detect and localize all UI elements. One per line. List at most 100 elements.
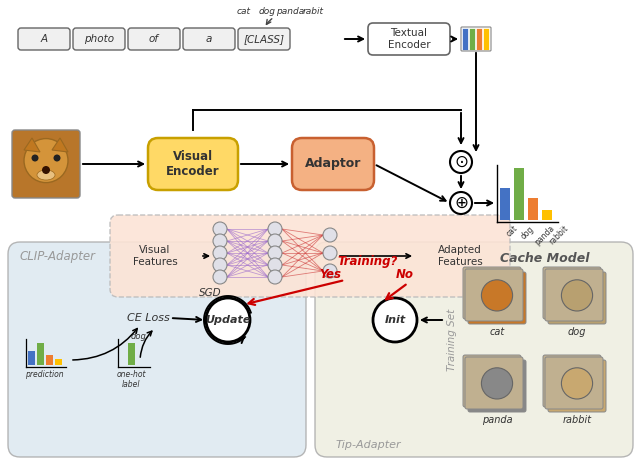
Bar	[528, 198, 538, 220]
Text: [CLASS]: [CLASS]	[243, 34, 285, 44]
FancyBboxPatch shape	[12, 130, 80, 198]
Text: of: of	[149, 34, 159, 44]
FancyBboxPatch shape	[465, 269, 523, 321]
Bar	[128, 343, 135, 365]
Polygon shape	[52, 138, 68, 152]
FancyBboxPatch shape	[468, 272, 526, 324]
FancyBboxPatch shape	[465, 357, 523, 409]
Bar	[476, 28, 482, 50]
Circle shape	[323, 228, 337, 242]
Text: dog: dog	[568, 327, 586, 337]
Circle shape	[24, 139, 68, 182]
Circle shape	[213, 258, 227, 272]
Text: dog: dog	[259, 7, 275, 17]
Circle shape	[450, 151, 472, 173]
Circle shape	[268, 246, 282, 260]
Circle shape	[561, 280, 593, 311]
Bar	[514, 168, 524, 220]
Circle shape	[373, 298, 417, 342]
Bar	[46, 355, 53, 365]
Text: No: No	[396, 268, 414, 281]
FancyBboxPatch shape	[183, 28, 235, 50]
Text: Adapted
Features: Adapted Features	[438, 245, 483, 267]
Text: SGD: SGD	[198, 288, 221, 298]
FancyBboxPatch shape	[18, 28, 70, 50]
FancyBboxPatch shape	[315, 242, 633, 457]
FancyBboxPatch shape	[463, 355, 521, 407]
Text: Cache Model: Cache Model	[500, 252, 589, 265]
FancyBboxPatch shape	[468, 360, 526, 412]
Text: ⊙: ⊙	[454, 153, 468, 171]
Bar	[462, 28, 468, 50]
FancyBboxPatch shape	[548, 272, 606, 324]
Text: Init: Init	[385, 315, 406, 325]
FancyBboxPatch shape	[545, 357, 603, 409]
Circle shape	[206, 298, 250, 342]
Circle shape	[268, 234, 282, 248]
Text: A: A	[40, 34, 47, 44]
Text: CE Loss: CE Loss	[127, 313, 170, 323]
Circle shape	[268, 270, 282, 284]
FancyBboxPatch shape	[368, 23, 450, 55]
FancyBboxPatch shape	[292, 138, 374, 190]
Circle shape	[268, 222, 282, 236]
Text: cat: cat	[505, 224, 520, 239]
FancyBboxPatch shape	[128, 28, 180, 50]
Text: cat: cat	[490, 327, 504, 337]
FancyBboxPatch shape	[8, 242, 306, 457]
Text: Tip-Adapter: Tip-Adapter	[335, 440, 401, 450]
Text: rabit: rabit	[303, 7, 323, 17]
FancyBboxPatch shape	[238, 28, 290, 50]
Circle shape	[213, 270, 227, 284]
Circle shape	[481, 368, 513, 399]
Text: Visual
Encoder: Visual Encoder	[166, 150, 220, 178]
FancyBboxPatch shape	[548, 360, 606, 412]
Text: Update: Update	[205, 315, 251, 325]
Ellipse shape	[37, 170, 55, 180]
FancyBboxPatch shape	[463, 267, 521, 319]
Text: cat: cat	[237, 7, 251, 17]
Circle shape	[42, 166, 50, 174]
Circle shape	[213, 246, 227, 260]
Text: prediction: prediction	[25, 370, 63, 379]
Bar	[55, 359, 62, 365]
Circle shape	[213, 234, 227, 248]
Polygon shape	[24, 138, 40, 152]
Bar	[28, 351, 35, 365]
Text: one-hot
label: one-hot label	[116, 370, 146, 389]
Text: panda: panda	[276, 7, 304, 17]
Text: a: a	[206, 34, 212, 44]
FancyBboxPatch shape	[543, 355, 601, 407]
Text: rabbit: rabbit	[547, 224, 570, 247]
Text: Training Set: Training Set	[447, 309, 457, 371]
FancyBboxPatch shape	[545, 269, 603, 321]
Circle shape	[323, 246, 337, 260]
Text: dog: dog	[131, 332, 147, 341]
FancyBboxPatch shape	[148, 138, 238, 190]
Circle shape	[268, 258, 282, 272]
Text: rabbit: rabbit	[563, 415, 591, 425]
Text: Yes: Yes	[319, 268, 341, 281]
Circle shape	[450, 192, 472, 214]
Circle shape	[323, 264, 337, 278]
FancyBboxPatch shape	[110, 215, 510, 297]
Text: ⊕: ⊕	[454, 194, 468, 212]
Text: Visual
Features: Visual Features	[132, 245, 177, 267]
Bar	[500, 188, 510, 220]
Circle shape	[481, 280, 513, 311]
Bar	[37, 343, 44, 365]
Text: Training?: Training?	[338, 255, 398, 268]
Circle shape	[54, 154, 61, 162]
Bar	[483, 28, 489, 50]
Text: Adaptor: Adaptor	[305, 158, 361, 170]
Text: photo: photo	[84, 34, 114, 44]
Bar	[542, 210, 552, 220]
Bar	[469, 28, 475, 50]
FancyBboxPatch shape	[73, 28, 125, 50]
Text: Textual
Encoder: Textual Encoder	[388, 28, 430, 50]
Text: CLIP-Adapter: CLIP-Adapter	[20, 250, 96, 263]
Text: panda: panda	[482, 415, 512, 425]
FancyBboxPatch shape	[543, 267, 601, 319]
Circle shape	[31, 154, 38, 162]
Text: panda: panda	[533, 224, 556, 248]
